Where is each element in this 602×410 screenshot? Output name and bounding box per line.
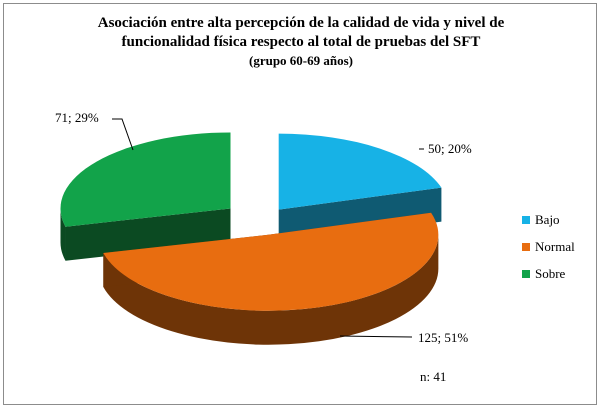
legend-label-sobre: Sobre xyxy=(535,265,566,281)
leader-line-normal xyxy=(339,335,413,338)
data-label-normal: 125; 51% xyxy=(418,330,468,345)
slice-sobre-outer-wall xyxy=(60,208,66,261)
data-label-bajo: 50; 20% xyxy=(428,141,472,156)
slice-bajo xyxy=(278,133,442,210)
legend-item-sobre: Sobre xyxy=(522,260,575,287)
chart-title: Asociación entre alta percepción de la c… xyxy=(0,14,602,70)
chart-title-line-1: Asociación entre alta percepción de la c… xyxy=(97,15,505,31)
slice-normal xyxy=(103,212,439,311)
slice-sobre xyxy=(60,132,231,227)
legend: Bajo Normal Sobre xyxy=(522,206,575,287)
slice-normal-outer-wall xyxy=(103,234,439,345)
legend-item-normal: Normal xyxy=(522,233,575,260)
legend-label-bajo: Bajo xyxy=(535,211,560,227)
legend-swatch-sobre xyxy=(522,269,530,278)
legend-label-normal: Normal xyxy=(535,238,575,254)
legend-swatch-bajo xyxy=(522,215,530,224)
sample-size-note: n: 41 xyxy=(420,369,447,384)
chart-title-line-3: (grupo 60-69 años) xyxy=(248,53,353,68)
legend-swatch-normal xyxy=(522,242,530,251)
legend-item-bajo: Bajo xyxy=(522,206,575,233)
leader-line-sobre xyxy=(112,118,134,151)
chart-title-line-2: funcionalidad física respecto al total d… xyxy=(121,34,481,50)
data-label-sobre: 71; 29% xyxy=(55,110,99,125)
slice-sobre-edge-wall-0 xyxy=(65,208,231,261)
